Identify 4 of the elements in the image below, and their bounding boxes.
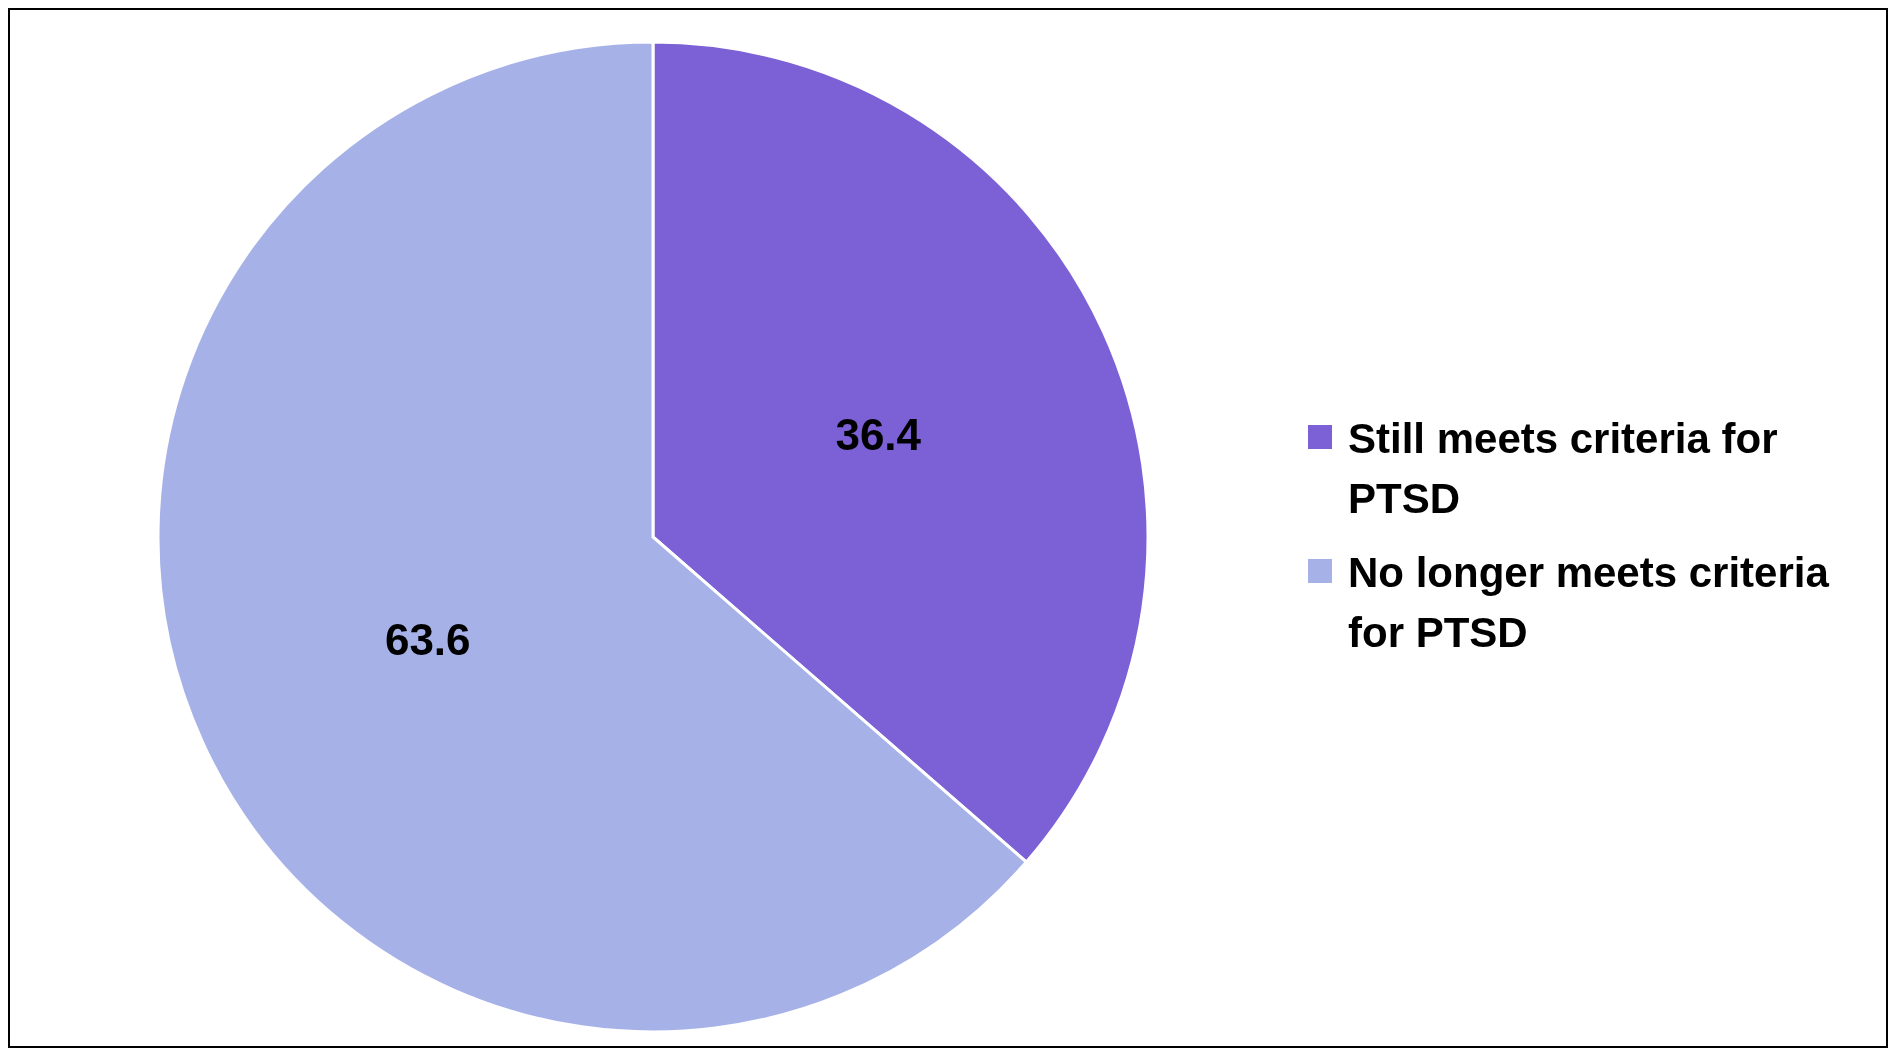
data-label: 63.6	[384, 615, 471, 665]
legend-label: No longer meets criteria for PTSD	[1348, 548, 1830, 656]
legend-label: Still meets criteria for PTSD	[1348, 414, 1778, 522]
data-label: 36.4	[835, 409, 922, 459]
